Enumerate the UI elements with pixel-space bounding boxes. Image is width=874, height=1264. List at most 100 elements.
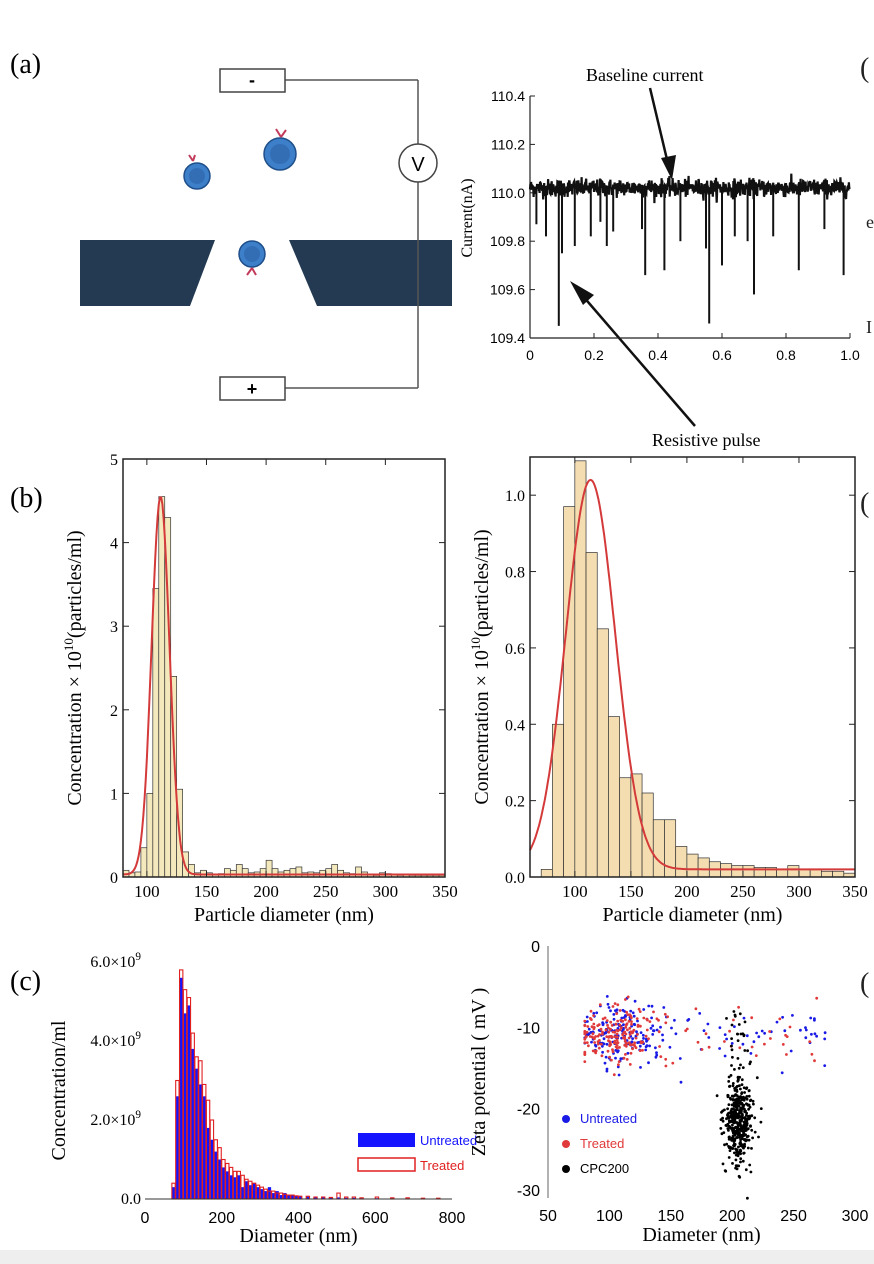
scatter-point [627,1020,631,1023]
scatter-point [612,1041,616,1045]
scatter-point [730,1110,733,1114]
untreated-bar [313,1197,318,1199]
scatter-point [734,1158,738,1162]
scatter-point [630,1020,633,1023]
histogram-bar [776,869,789,878]
scatter-point [781,1015,784,1019]
scatter-point [755,1031,758,1035]
scatter-point [759,1107,763,1110]
scatter-point [616,1035,619,1039]
scatter-point [627,1036,631,1040]
scatter-point [592,1014,595,1017]
scatter-point [763,1042,766,1046]
untreated-bar [187,1005,191,1199]
scatter-point [704,1032,708,1036]
scatter-point [749,1052,753,1055]
untreated-bar [183,1013,187,1199]
scatter-point [731,1123,734,1127]
current-trace-chart: Current(nA) Baseline current Resistive p… [459,65,860,450]
scatter-point [741,1096,745,1100]
scatter-point [752,1102,755,1106]
untreated-bar [202,1096,206,1199]
scatter-point [750,1114,754,1118]
scatter-point [715,1094,719,1098]
untreated-bar [240,1187,245,1199]
scatter-point [624,1025,628,1029]
scatter-point [741,1066,745,1069]
y-tick-label: 110.2 [491,136,525,152]
scatter-point [730,1138,733,1142]
scatter-point [743,1020,747,1024]
scatter-point [749,1170,753,1174]
scatter-point [768,1030,771,1033]
scatter-point [644,1034,648,1038]
scatter-point [620,1016,624,1020]
scatter-point [698,1012,702,1015]
scatter-point [611,1048,614,1051]
scatter-point [645,1039,648,1043]
scatter-point [663,1012,667,1016]
scatter-point [732,1113,735,1116]
scatter-point [628,1013,632,1017]
scatter-point [783,1029,787,1033]
y-tick-label: 0.0 [121,1191,141,1208]
scatter-point [645,1028,649,1032]
x-tick-label: 300 [786,882,812,901]
histogram-bar [821,870,833,878]
scatter-point [613,1002,617,1005]
scatter-point [607,1026,610,1030]
scatter-point [615,1012,619,1015]
histogram-bar [540,869,553,878]
scatter-point [623,1036,627,1039]
scatter-point [594,1035,597,1038]
y-axis-label: Zeta potential ( mV ) [468,988,490,1156]
arrow-baseline [648,87,676,180]
scatter-point [628,1033,632,1036]
x-tick-label: 250 [780,1208,807,1225]
scatter-point [778,1017,782,1021]
scatter-point [747,1094,751,1098]
scatter-point [736,1133,740,1136]
scatter-point [739,1087,742,1091]
scatter-point [598,1003,602,1007]
scatter-point [601,1050,604,1054]
scatter-point [639,1066,642,1069]
scatter-point [719,1118,723,1121]
x-tick-label: 0.8 [776,347,796,363]
scatter-point [726,1122,730,1126]
scatter-point [611,1050,615,1054]
scatter-point [741,1145,744,1149]
histogram-bar [224,868,231,878]
bottom-band [0,1250,874,1264]
scatter-point [753,1116,757,1120]
histogram-bar [798,869,811,878]
scatter-point [743,1109,747,1113]
scatter-point [823,1037,827,1041]
scatter-point [631,1037,634,1040]
scatter-point [592,1027,596,1031]
scatter-point [757,1035,761,1039]
scatter-point [601,1022,605,1025]
scatter-point [731,1098,735,1102]
x-tick-label: 50 [539,1208,557,1225]
scatter-point [738,1136,741,1139]
x-tick-label: 100 [134,882,160,901]
scatter-point [740,1119,743,1123]
untreated-bar [256,1187,260,1199]
scatter-point [614,1056,617,1060]
gaussian-fit-line [123,496,445,876]
scatter-point [609,1020,613,1024]
scatter-point [746,1127,749,1131]
plot-frame [529,456,856,878]
scatter-point [591,1032,595,1036]
scatter-point [593,1037,596,1041]
scatter-point [671,1061,675,1065]
x-tick-label: 150 [618,882,644,901]
y-tick-label: 109.4 [490,330,525,346]
scatter-point [781,1043,785,1046]
scatter-point [733,1121,736,1125]
scatter-point [586,1020,589,1023]
scatter-point [759,1120,763,1124]
scatter-point [636,1033,639,1036]
histogram-bar [152,588,160,878]
